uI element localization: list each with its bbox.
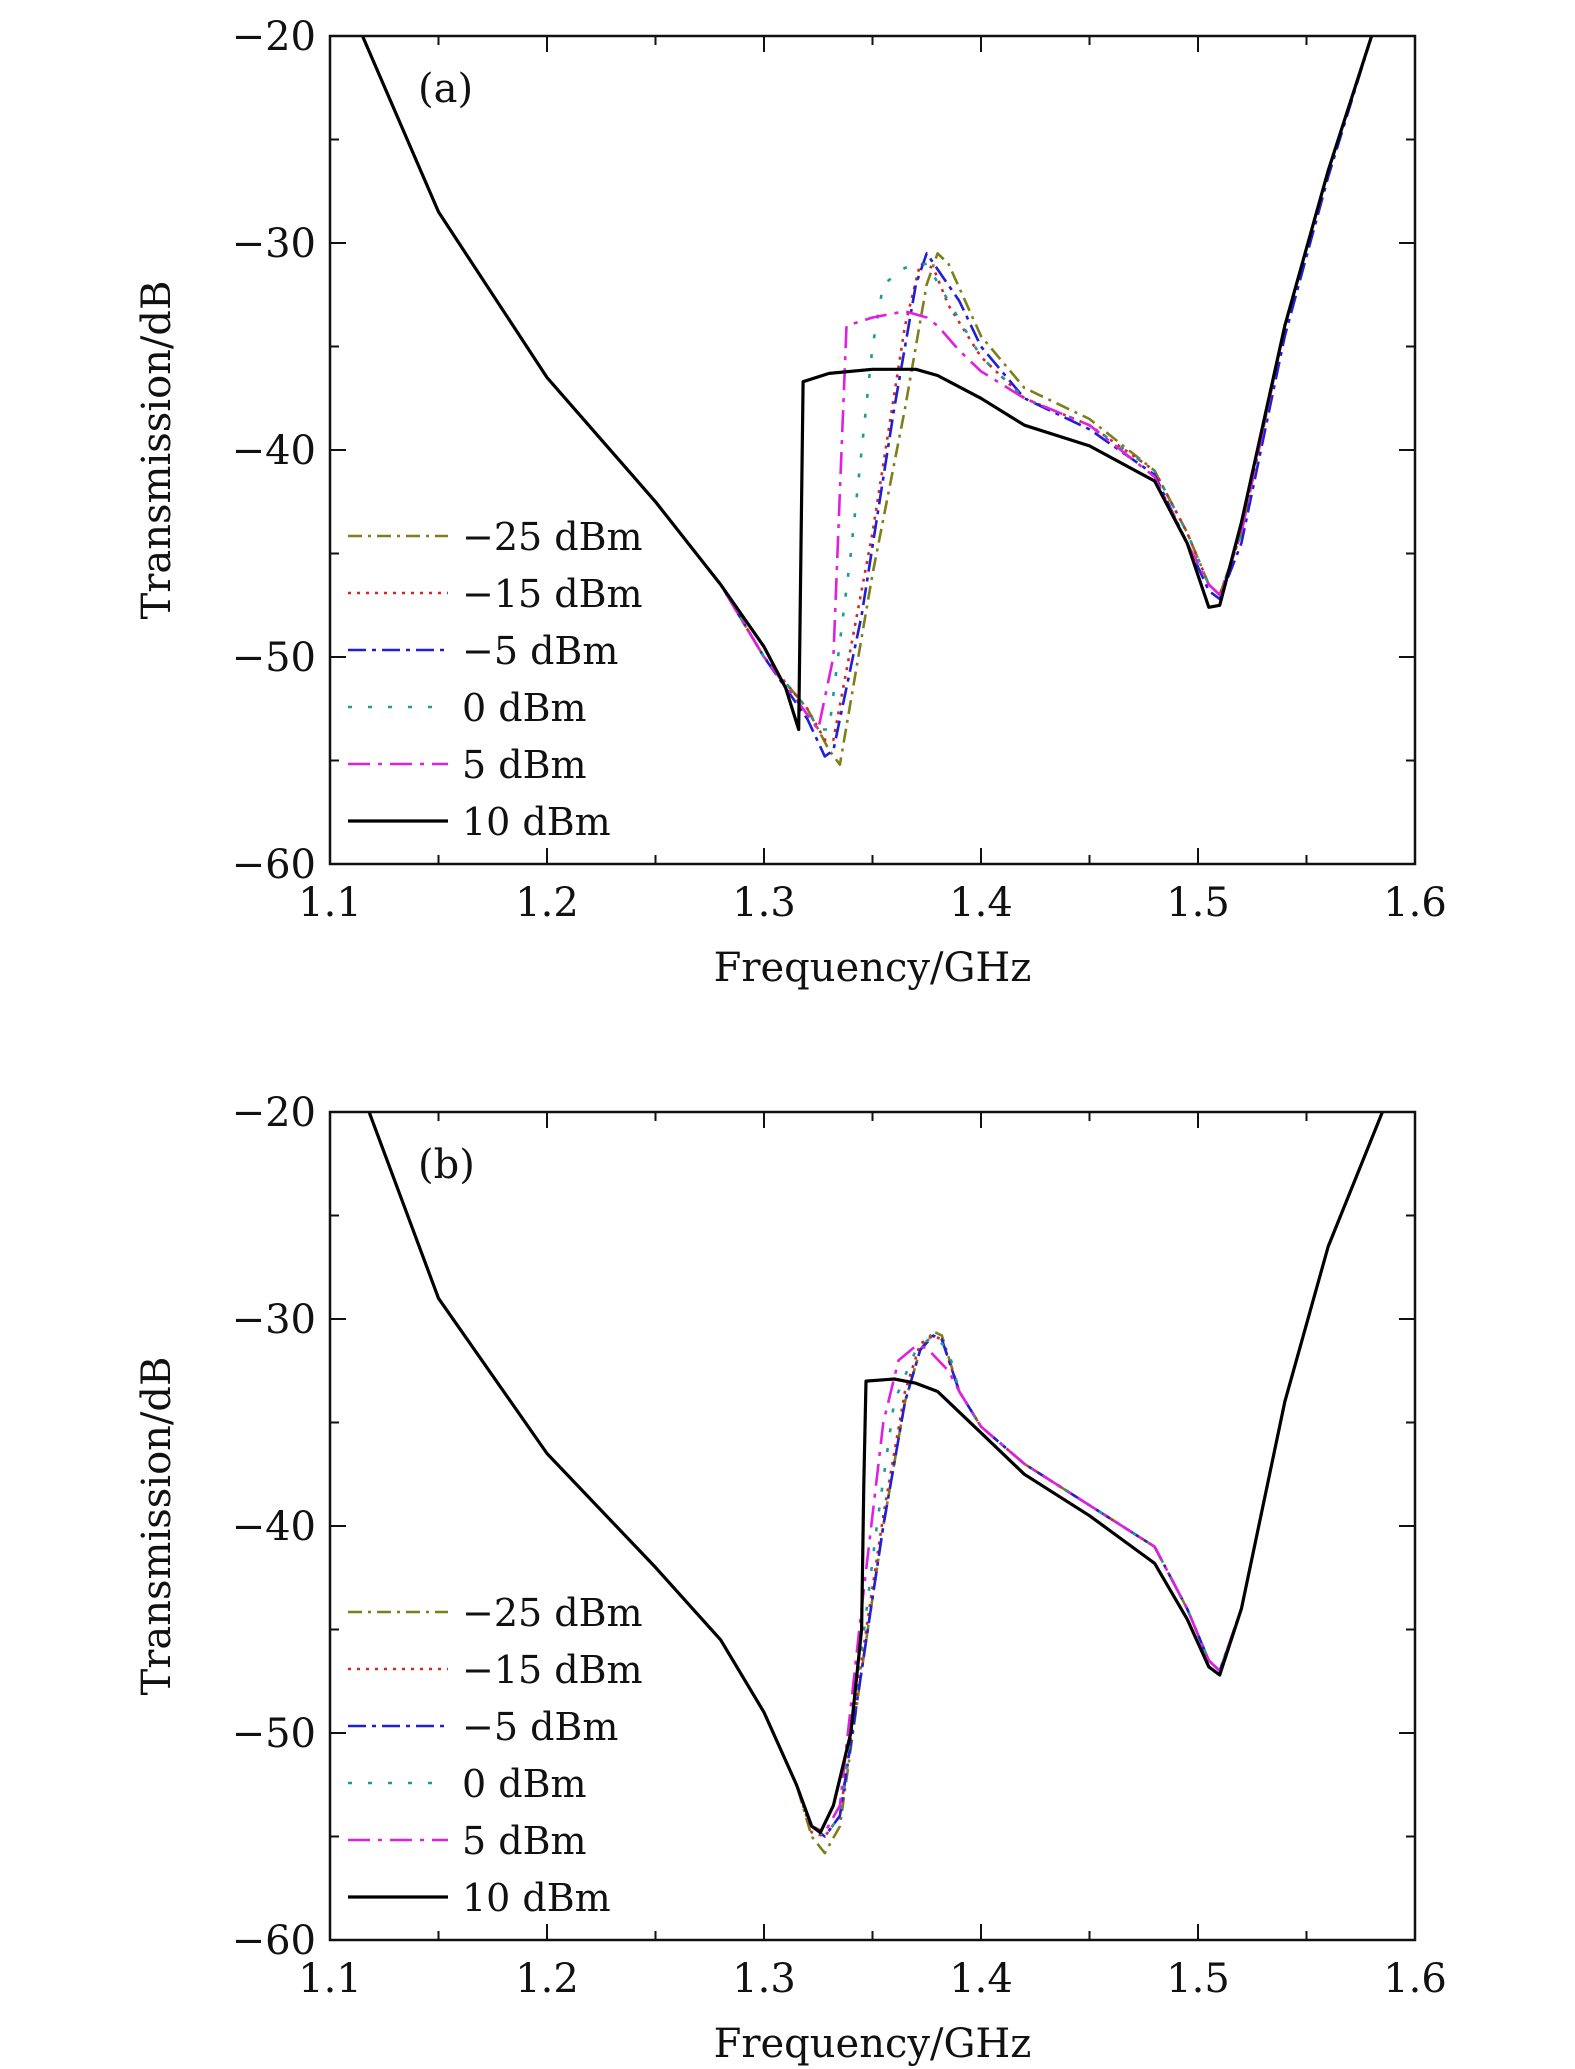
x-tick-label: 1.3 <box>732 1956 796 2002</box>
series-line <box>361 36 1374 732</box>
x-tick-label: 1.1 <box>298 880 362 926</box>
x-tick-label: 1.5 <box>1166 1956 1230 2002</box>
panel-label: (b) <box>418 1142 475 1188</box>
x-tick-label: 1.1 <box>298 1956 362 2002</box>
legend-label: −5 dBm <box>462 629 618 673</box>
y-tick-label: −30 <box>232 1297 316 1343</box>
legend-label: −25 dBm <box>462 1591 643 1635</box>
plot-area <box>361 36 1374 766</box>
legend-label: 0 dBm <box>462 686 587 730</box>
y-tick-label: −40 <box>232 1504 316 1550</box>
series-line <box>367 1112 1384 1834</box>
legend-label: 10 dBm <box>462 800 611 844</box>
y-tick-label: −20 <box>232 1090 316 1136</box>
panel-label: (a) <box>418 66 473 112</box>
legend-label: 5 dBm <box>462 743 587 787</box>
series-line <box>361 36 1373 731</box>
y-tick-label: −20 <box>232 14 316 60</box>
legend-label: 0 dBm <box>462 1762 587 1806</box>
x-tick-label: 1.5 <box>1166 880 1230 926</box>
plot-frame <box>328 34 1417 866</box>
y-tick-label: −50 <box>232 1711 316 1757</box>
y-axis-title: Transmission/dB <box>134 1357 180 1696</box>
panel-a: 1.1 1.2 1.3 1.4 1.5 1.6 −60 −50 −40 −30 −20 Frequen… <box>134 14 1447 991</box>
x-tick-label: 1.4 <box>949 1956 1013 2002</box>
y-axis-title: Transmission/dB <box>134 281 180 620</box>
x-tick-label: 1.3 <box>732 880 796 926</box>
y-tick-label: −60 <box>232 842 316 888</box>
y-tick-label: −60 <box>232 1918 316 1964</box>
legend-label: 10 dBm <box>462 1876 611 1920</box>
x-tick-label: 1.6 <box>1383 880 1447 926</box>
x-tick-label: 1.6 <box>1383 1956 1447 2002</box>
legend: −25 dBm −15 dBm −5 dBm 0 dBm 5 dBm 10 dBm <box>348 515 643 844</box>
x-axis-title: Frequency/GHz <box>714 2021 1032 2067</box>
x-tick-label: 1.2 <box>515 1956 579 2002</box>
legend-label: −25 dBm <box>462 515 643 559</box>
x-tick-label: 1.4 <box>949 880 1013 926</box>
plot-area <box>367 1112 1384 1855</box>
y-tick-label: −40 <box>232 428 316 474</box>
legend: −25 dBm −15 dBm −5 dBm 0 dBm 5 dBm 10 dBm <box>348 1591 643 1920</box>
legend-label: −15 dBm <box>462 572 643 616</box>
series-line <box>361 36 1373 731</box>
legend-label: −15 dBm <box>462 1648 643 1692</box>
panel-b: 1.1 1.2 1.3 1.4 1.5 1.6 −60 −50 −40 −30 −20 Frequen… <box>134 1090 1447 2067</box>
x-tick-label: 1.2 <box>515 880 579 926</box>
legend-label: 5 dBm <box>462 1819 587 1863</box>
y-tick-label: −50 <box>232 635 316 681</box>
legend-label: −5 dBm <box>462 1705 618 1749</box>
y-tick-label: −30 <box>232 221 316 267</box>
x-axis-title: Frequency/GHz <box>714 945 1032 991</box>
